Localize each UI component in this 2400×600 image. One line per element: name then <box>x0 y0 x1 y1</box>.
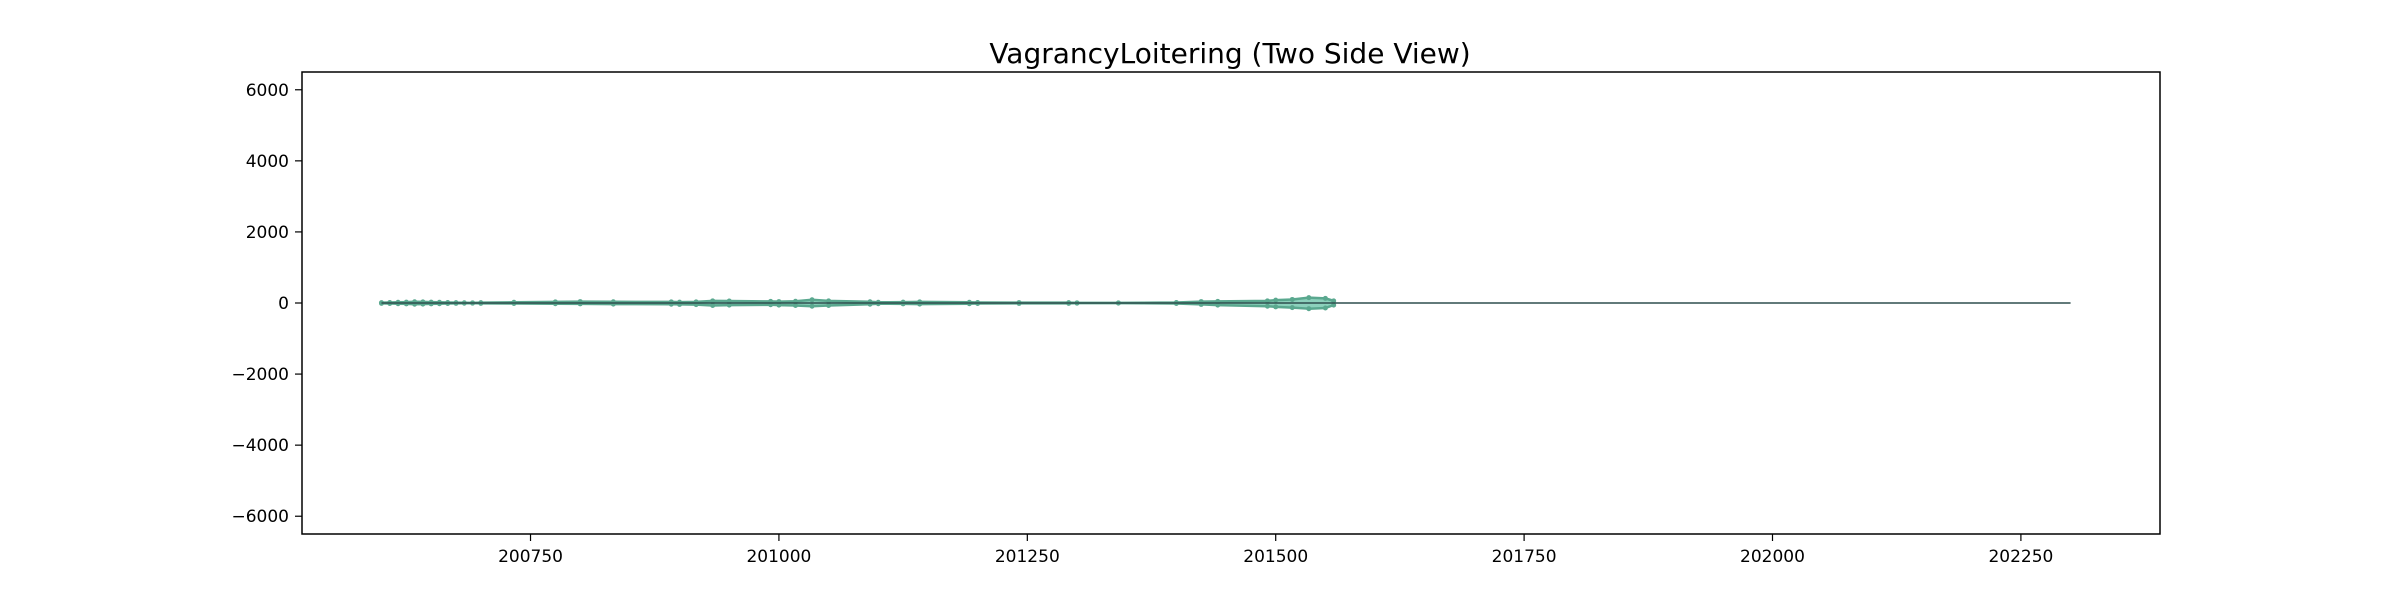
data-point-lower-26 <box>826 302 832 308</box>
x-tick-label: 201750 <box>1492 547 1557 567</box>
x-tick-label: 201250 <box>995 547 1060 567</box>
data-point-lower-39 <box>1215 302 1221 308</box>
data-point-upper-25 <box>809 297 815 303</box>
y-tick-label: −2000 <box>231 365 289 385</box>
data-point-lower-6 <box>428 301 434 307</box>
data-point-lower-44 <box>1322 305 1328 311</box>
x-tick-label: 202000 <box>1740 547 1805 567</box>
data-point-upper-41 <box>1273 297 1279 303</box>
y-tick-label: 6000 <box>246 81 289 101</box>
data-point-upper-45 <box>1331 298 1337 304</box>
data-point-lower-15 <box>577 301 583 307</box>
data-point-upper-40 <box>1264 298 1270 304</box>
data-point-lower-25 <box>809 303 815 309</box>
plot-area <box>378 295 2071 312</box>
data-point-lower-41 <box>1273 304 1279 310</box>
x-tick-label: 200750 <box>498 547 563 567</box>
chart-title: VagrancyLoitering (Two Side View) <box>989 37 1470 70</box>
data-point-lower-21 <box>726 302 732 308</box>
x-tick-label: 202250 <box>1988 547 2053 567</box>
y-tick-label: 4000 <box>246 152 289 172</box>
data-point-lower-29 <box>900 301 906 307</box>
x-axis: 200750 201000 201250 201500 201750 202000 2022… <box>498 534 2053 567</box>
data-point-upper-43 <box>1306 295 1312 301</box>
y-tick-label: 2000 <box>246 223 289 243</box>
y-tick-label: −6000 <box>231 507 289 527</box>
data-point-upper-20 <box>710 298 716 304</box>
y-axis: 6000 4000 2000 0 −2000 −4000 −6000 <box>231 81 302 527</box>
data-point-lower-42 <box>1289 305 1295 311</box>
data-point-lower-24 <box>792 302 798 308</box>
data-point-lower-3 <box>403 301 409 307</box>
data-point-upper-42 <box>1289 296 1295 302</box>
x-tick-label: 201000 <box>746 547 811 567</box>
data-point-lower-20 <box>710 302 716 308</box>
data-point-lower-23 <box>776 302 782 308</box>
data-point-lower-45 <box>1331 302 1337 308</box>
data-point-lower-40 <box>1264 303 1270 309</box>
x-tick-label: 201500 <box>1243 547 1308 567</box>
data-point-upper-26 <box>826 298 832 304</box>
y-tick-label: −4000 <box>231 436 289 456</box>
data-point-upper-44 <box>1322 295 1328 301</box>
data-point-lower-43 <box>1306 306 1312 312</box>
y-tick-label: 0 <box>278 294 289 314</box>
